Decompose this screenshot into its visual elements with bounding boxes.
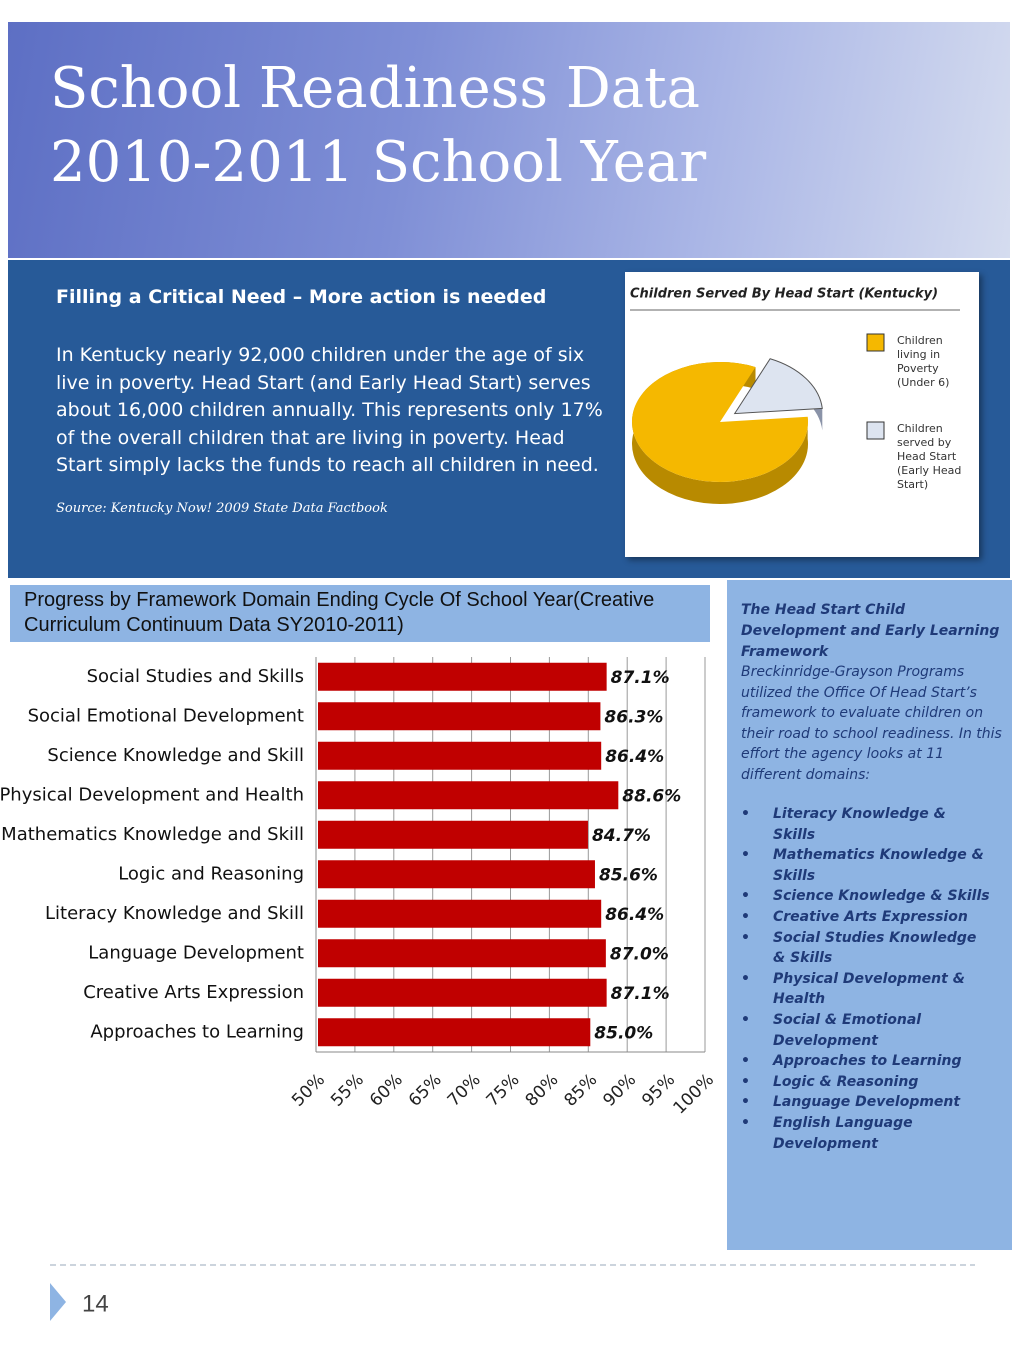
page-number: 14 bbox=[82, 1290, 109, 1317]
value-label: 86.3% bbox=[604, 707, 663, 727]
domain-item: Mathematics Knowledge & Skills bbox=[741, 845, 991, 886]
x-tick-label: 60% bbox=[366, 1070, 407, 1111]
legend-label: Children served by Head Start (Early Hea… bbox=[897, 422, 962, 491]
footer-arrow bbox=[50, 1283, 66, 1321]
category-label: Language Development bbox=[88, 942, 304, 963]
domain-item: Creative Arts Expression bbox=[741, 907, 991, 928]
domain-item: Logic & Reasoning bbox=[741, 1072, 991, 1093]
pie-slice bbox=[733, 358, 823, 415]
pie-chart: Children Served By Head Start (Kentucky) bbox=[630, 287, 960, 504]
value-label: 86.4% bbox=[605, 747, 664, 767]
legend-swatch bbox=[866, 421, 885, 440]
pie-slice bbox=[632, 362, 808, 482]
x-tick-label: 65% bbox=[405, 1070, 446, 1111]
domain-item: Social & Emotional Development bbox=[741, 1010, 991, 1051]
value-label: 87.0% bbox=[610, 944, 669, 964]
domain-item: Literacy Knowledge & Skills bbox=[741, 804, 991, 845]
domain-item: Science Knowledge & Skills bbox=[741, 886, 991, 907]
domain-item: Language Development bbox=[741, 1092, 991, 1113]
footer: 14 bbox=[50, 1264, 975, 1321]
bar bbox=[318, 741, 602, 770]
category-label: Creative Arts Expression bbox=[83, 982, 304, 1003]
value-label: 87.1% bbox=[611, 984, 670, 1004]
value-label: 87.1% bbox=[611, 668, 670, 688]
bar bbox=[318, 939, 606, 968]
bar bbox=[318, 781, 619, 810]
domain-item: Physical Development & Health bbox=[741, 969, 991, 1010]
bar-chart-title: Progress by Framework Domain Ending Cycl… bbox=[10, 585, 710, 642]
intro-text: In Kentucky nearly 92,000 children under… bbox=[56, 344, 603, 476]
legend-label: Children living in Poverty (Under 6) bbox=[897, 334, 950, 389]
domain-item: Approaches to Learning bbox=[741, 1051, 991, 1072]
sidebar: The Head Start Child Development and Ear… bbox=[727, 580, 1012, 1250]
x-tick-label: 80% bbox=[522, 1070, 563, 1111]
category-label: Social Studies and Skills bbox=[87, 666, 304, 687]
category-label: Logic and Reasoning bbox=[118, 863, 304, 884]
bar bbox=[318, 820, 588, 849]
bar-chart: 50%55%60%65%70%75%80%85%90%95%100%Social… bbox=[0, 657, 719, 1119]
x-tick-label: 70% bbox=[444, 1070, 485, 1111]
intro-heading: Filling a Critical Need – More action is… bbox=[56, 286, 547, 308]
title-line: School Readiness Data bbox=[50, 56, 701, 121]
banner: School Readiness Data 2010-2011 School Y… bbox=[8, 22, 1010, 258]
pie-title: Children Served By Head Start (Kentucky) bbox=[630, 287, 938, 302]
category-label: Approaches to Learning bbox=[90, 1021, 304, 1042]
pie-card: Children Served By Head Start (Kentucky)… bbox=[625, 272, 979, 557]
x-tick-label: 55% bbox=[327, 1070, 368, 1111]
category-label: Social Emotional Development bbox=[28, 705, 304, 726]
bar bbox=[318, 899, 602, 928]
x-tick-label: 100% bbox=[670, 1070, 719, 1119]
domain-item: Social Studies Knowledge & Skills bbox=[741, 928, 991, 969]
value-label: 85.6% bbox=[599, 865, 658, 885]
value-label: 85.0% bbox=[594, 1023, 653, 1043]
x-tick-label: 50% bbox=[288, 1070, 329, 1111]
category-label: Physical Development and Health bbox=[0, 784, 304, 805]
x-tick-label: 85% bbox=[561, 1070, 602, 1111]
bar bbox=[318, 978, 607, 1007]
intro-source: Source: Kentucky Now! 2009 State Data Fa… bbox=[56, 501, 388, 516]
value-label: 86.4% bbox=[605, 905, 664, 925]
bar bbox=[318, 702, 601, 731]
category-label: Literacy Knowledge and Skill bbox=[45, 903, 304, 924]
x-tick-label: 75% bbox=[483, 1070, 524, 1111]
domain-list: Literacy Knowledge & SkillsMathematics K… bbox=[741, 804, 991, 1154]
bar bbox=[318, 1018, 591, 1047]
category-label: Science Knowledge and Skill bbox=[47, 745, 304, 766]
sidebar-heading: The Head Start Child Development and Ear… bbox=[741, 602, 1000, 660]
sidebar-text: Breckinridge-Grayson Programs utilized t… bbox=[741, 664, 1002, 783]
bar bbox=[318, 662, 607, 691]
bar bbox=[318, 860, 595, 889]
value-label: 84.7% bbox=[592, 826, 651, 846]
legend-swatch bbox=[866, 333, 885, 352]
value-label: 88.6% bbox=[622, 786, 681, 806]
x-tick-label: 90% bbox=[599, 1070, 640, 1111]
title-line: 2010-2011 School Year bbox=[50, 130, 707, 195]
domain-item: English Language Development bbox=[741, 1113, 991, 1154]
category-label: Mathematics Knowledge and Skill bbox=[1, 824, 304, 845]
